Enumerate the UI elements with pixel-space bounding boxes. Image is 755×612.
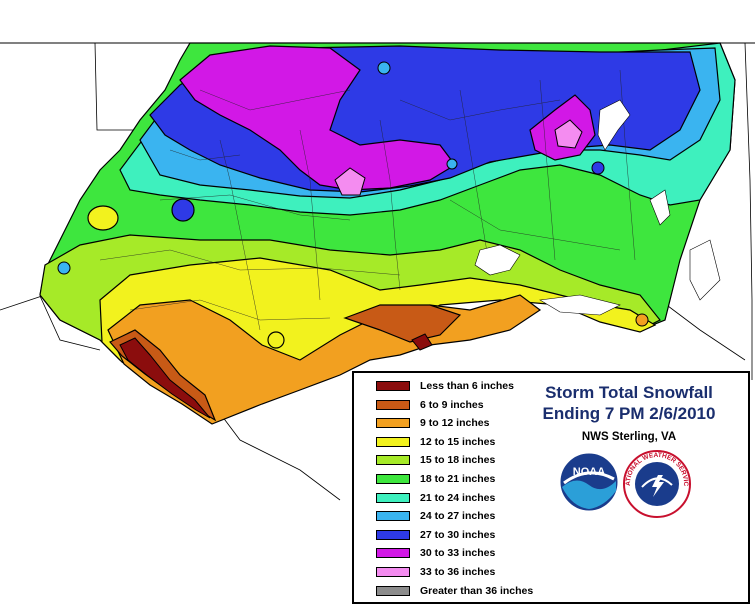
legend-swatch [376,399,410,410]
blob-12-15-south [267,331,285,349]
national-weather-service-logo: NATIONAL WEATHER SERVICE [622,449,691,518]
blob-24-27-north [377,61,391,75]
legend-swatch [376,529,410,540]
svg-text:NOAA: NOAA [573,466,605,478]
blob-27-30-east [591,161,605,175]
legend-label: 6 to 9 inches [420,398,484,411]
legend-swatch [376,455,410,466]
legend-label: Greater than 36 inches [420,584,534,597]
legend-label: 15 to 18 inches [420,454,496,467]
legend-label: 30 to 33 inches [420,547,496,560]
legend-swatch [376,585,410,596]
legend-swatch [376,567,410,577]
blob-12-15 [87,205,119,231]
legend-title-line1: Storm Total Snowfall [545,383,713,402]
band-33-36-east [554,119,583,149]
legend-label: 27 to 30 inches [420,528,496,541]
state-boundaries [0,42,753,501]
legend-title-line2: Ending 7 PM 2/6/2010 [542,404,716,423]
band-6-9-east [343,304,462,343]
noaa-logo: NOAA [559,452,619,512]
band-under-6-east [411,333,433,351]
legend-swatch [376,436,410,447]
legend-office: NWS Sterling, VA [581,431,677,443]
map-legend: Less than 6 inches 6 to 9 inches 9 to 12 i… [352,371,750,604]
blob-24-27-center [446,158,458,170]
legend-swatch [376,381,410,391]
band-under-6 [119,337,211,419]
legend-label: 9 to 12 inches [420,417,490,430]
legend-label: 12 to 15 inches [420,435,496,448]
band-33-36 [334,167,366,196]
blob-9-12-east [635,313,649,327]
legend-swatch [376,548,410,559]
water-bodies [474,99,721,316]
legend-label: 21 to 24 inches [420,491,496,504]
blob-24-27 [57,261,71,275]
legend-swatch [376,492,410,503]
legend-swatch [376,511,410,522]
legend-swatch [376,474,410,484]
legend-label: Less than 6 inches [420,380,514,392]
legend-label: 18 to 21 inches [420,473,496,485]
snowfall-bands [39,42,736,425]
legend-swatch [376,418,410,429]
blob-27-30 [171,198,195,222]
legend-label: 24 to 27 inches [420,510,496,523]
legend-label: 33 to 36 inches [420,566,496,578]
